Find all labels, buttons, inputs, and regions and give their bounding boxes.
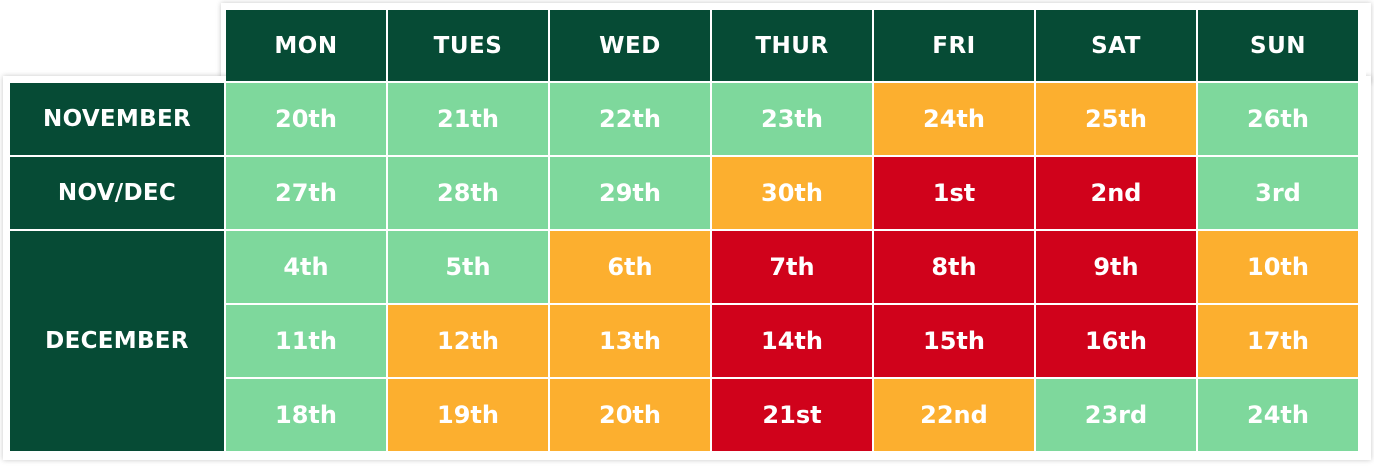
- day-header-thur: THUR: [712, 10, 872, 81]
- date-cell: 9th: [1036, 231, 1196, 303]
- day-header-mon: MON: [226, 10, 386, 81]
- date-cell: 20th: [550, 379, 710, 451]
- date-cell: 18th: [226, 379, 386, 451]
- date-cell: 22th: [550, 83, 710, 155]
- date-cell: 23th: [712, 83, 872, 155]
- date-cell: 21st: [712, 379, 872, 451]
- date-cell: 13th: [550, 305, 710, 377]
- month-label-november: NOVEMBER: [10, 83, 224, 155]
- day-header-sat: SAT: [1036, 10, 1196, 81]
- date-cell: 12th: [388, 305, 548, 377]
- date-cell: 21th: [388, 83, 548, 155]
- date-cell: 7th: [712, 231, 872, 303]
- day-header-fri: FRI: [874, 10, 1034, 81]
- calendar-grid: MON TUES WED THUR FRI SAT SUN NOVEMBER N…: [10, 10, 1366, 454]
- date-cell: 5th: [388, 231, 548, 303]
- date-cell: 4th: [226, 231, 386, 303]
- date-cell: 20th: [226, 83, 386, 155]
- day-header-wed: WED: [550, 10, 710, 81]
- date-cell: 23rd: [1036, 379, 1196, 451]
- month-label-december: DECEMBER: [10, 231, 224, 451]
- corner-cell: [10, 10, 224, 81]
- date-cell: 30th: [712, 157, 872, 229]
- date-cell: 22nd: [874, 379, 1034, 451]
- date-cell: 25th: [1036, 83, 1196, 155]
- month-label-nov-dec: NOV/DEC: [10, 157, 224, 229]
- date-cell: 29th: [550, 157, 710, 229]
- date-cell: 28th: [388, 157, 548, 229]
- date-cell: 24th: [1198, 379, 1358, 451]
- day-header-sun: SUN: [1198, 10, 1358, 81]
- date-cell: 27th: [226, 157, 386, 229]
- date-cell: 3rd: [1198, 157, 1358, 229]
- date-cell: 24th: [874, 83, 1034, 155]
- date-cell: 19th: [388, 379, 548, 451]
- date-cell: 15th: [874, 305, 1034, 377]
- date-cell: 10th: [1198, 231, 1358, 303]
- date-cell: 8th: [874, 231, 1034, 303]
- date-cell: 26th: [1198, 83, 1358, 155]
- date-cell: 14th: [712, 305, 872, 377]
- date-cell: 16th: [1036, 305, 1196, 377]
- date-cell: 11th: [226, 305, 386, 377]
- date-cell: 2nd: [1036, 157, 1196, 229]
- date-cell: 1st: [874, 157, 1034, 229]
- date-cell: 17th: [1198, 305, 1358, 377]
- date-cell: 6th: [550, 231, 710, 303]
- day-header-tues: TUES: [388, 10, 548, 81]
